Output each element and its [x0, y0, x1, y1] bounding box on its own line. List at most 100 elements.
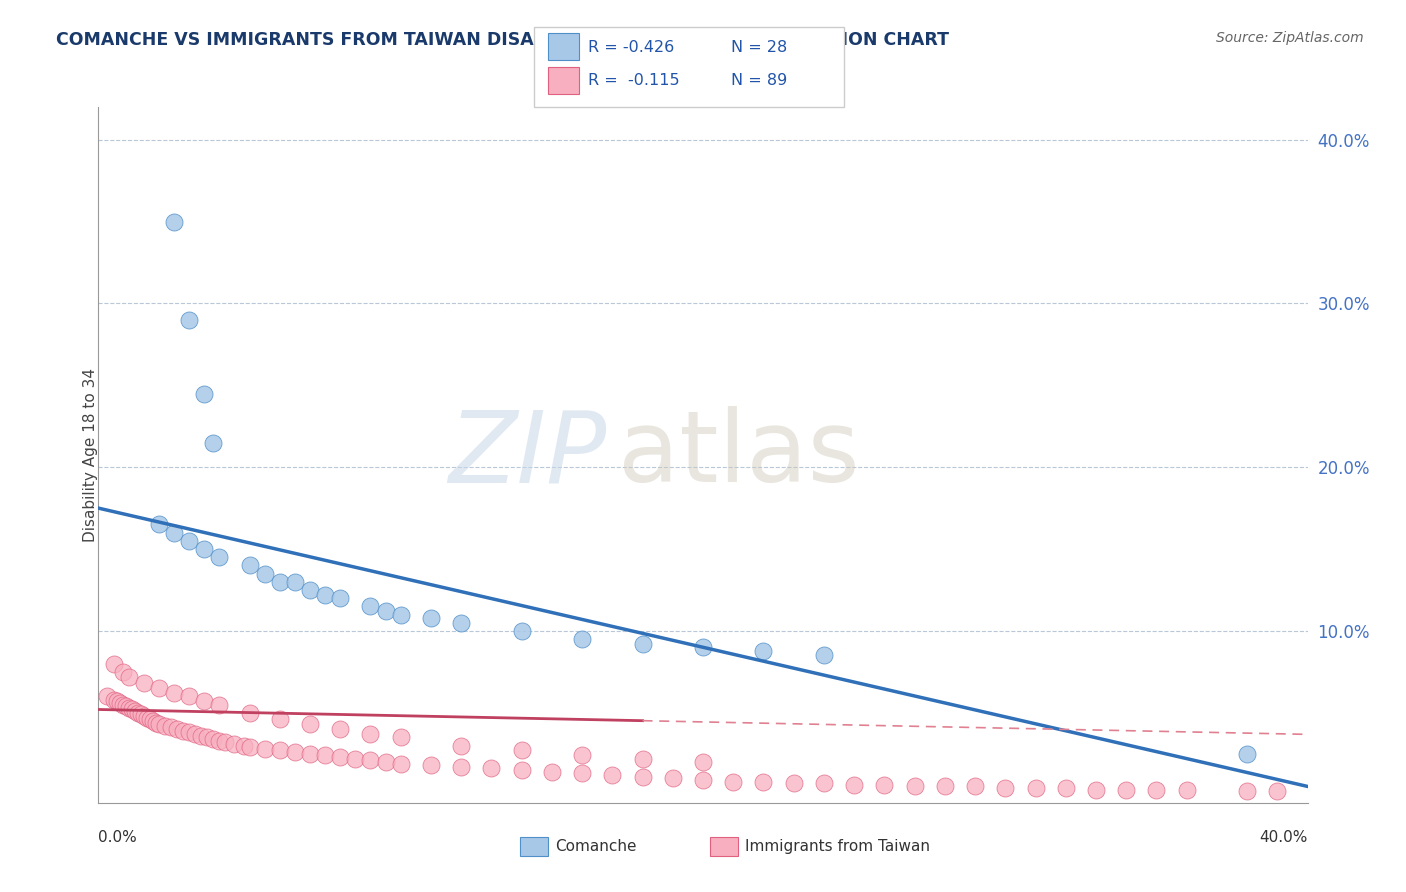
Point: [111, 665, 134, 679]
Point: [420, 611, 443, 625]
Text: N = 89: N = 89: [731, 73, 787, 88]
Point: [179, 690, 201, 704]
Point: [166, 722, 188, 736]
Point: [481, 761, 503, 775]
Point: [783, 776, 806, 790]
Point: [813, 776, 835, 790]
Point: [1267, 784, 1289, 798]
Point: [269, 574, 291, 589]
Point: [1054, 780, 1077, 795]
Point: [299, 582, 322, 597]
Point: [179, 725, 201, 739]
Point: [374, 604, 396, 618]
Point: [127, 706, 149, 720]
Point: [329, 722, 352, 736]
Point: [1024, 780, 1046, 795]
Point: [994, 780, 1017, 795]
Point: [253, 566, 276, 581]
Point: [208, 698, 231, 712]
Text: R = -0.426: R = -0.426: [588, 40, 673, 55]
Point: [190, 729, 212, 743]
Point: [934, 780, 956, 794]
Point: [163, 214, 186, 228]
Point: [420, 758, 443, 772]
Text: atlas: atlas: [619, 407, 860, 503]
Point: [329, 591, 352, 606]
Point: [450, 739, 472, 753]
Point: [450, 760, 472, 774]
Point: [132, 676, 155, 690]
Point: [965, 780, 987, 794]
Point: [510, 743, 533, 757]
Point: [571, 632, 593, 646]
Point: [510, 763, 533, 777]
Point: [1175, 782, 1198, 797]
Point: [153, 719, 176, 733]
Point: [163, 686, 186, 700]
Text: Source: ZipAtlas.com: Source: ZipAtlas.com: [1216, 31, 1364, 45]
Point: [389, 731, 412, 745]
Point: [571, 766, 593, 780]
Point: [129, 707, 152, 722]
Point: [314, 588, 336, 602]
Point: [114, 699, 136, 714]
Point: [121, 702, 143, 716]
Point: [118, 670, 141, 684]
Point: [374, 755, 396, 769]
Point: [344, 751, 367, 765]
Point: [752, 643, 775, 657]
Point: [172, 723, 194, 738]
Point: [108, 696, 131, 710]
Point: [540, 764, 562, 779]
Point: [184, 727, 207, 741]
Point: [299, 747, 322, 761]
Point: [208, 550, 231, 565]
Point: [208, 733, 231, 747]
Point: [813, 648, 835, 663]
Point: [148, 681, 170, 696]
Point: [179, 313, 201, 327]
Point: [692, 772, 714, 787]
Point: [1236, 747, 1258, 761]
Point: [360, 727, 382, 741]
Text: 0.0%: 0.0%: [98, 830, 138, 845]
Point: [232, 739, 254, 753]
Point: [148, 717, 170, 731]
Point: [239, 558, 262, 573]
Point: [602, 768, 624, 782]
Point: [631, 770, 654, 784]
Point: [510, 624, 533, 638]
Point: [1144, 782, 1167, 797]
Point: [314, 748, 336, 763]
Point: [692, 755, 714, 769]
Point: [193, 542, 215, 557]
Text: COMANCHE VS IMMIGRANTS FROM TAIWAN DISABILITY AGE 18 TO 34 CORRELATION CHART: COMANCHE VS IMMIGRANTS FROM TAIWAN DISAB…: [56, 31, 949, 49]
Point: [299, 717, 322, 731]
Point: [179, 533, 201, 548]
Point: [193, 694, 215, 708]
Text: 40.0%: 40.0%: [1260, 830, 1308, 845]
Point: [193, 386, 215, 401]
Point: [202, 731, 225, 746]
Point: [329, 750, 352, 764]
Point: [139, 712, 162, 726]
Point: [214, 735, 236, 749]
Point: [662, 771, 685, 785]
Point: [692, 640, 714, 655]
Point: [1115, 782, 1137, 797]
Point: [105, 694, 128, 708]
Point: [132, 709, 155, 723]
Point: [160, 721, 183, 735]
Point: [904, 780, 927, 794]
Point: [224, 737, 246, 751]
Point: [163, 525, 186, 540]
Point: [135, 711, 157, 725]
Text: N = 28: N = 28: [731, 40, 787, 55]
Point: [284, 574, 307, 589]
Point: [360, 753, 382, 767]
Point: [269, 712, 291, 726]
Point: [1085, 782, 1108, 797]
Point: [360, 599, 382, 614]
Point: [284, 745, 307, 759]
Point: [103, 692, 125, 706]
